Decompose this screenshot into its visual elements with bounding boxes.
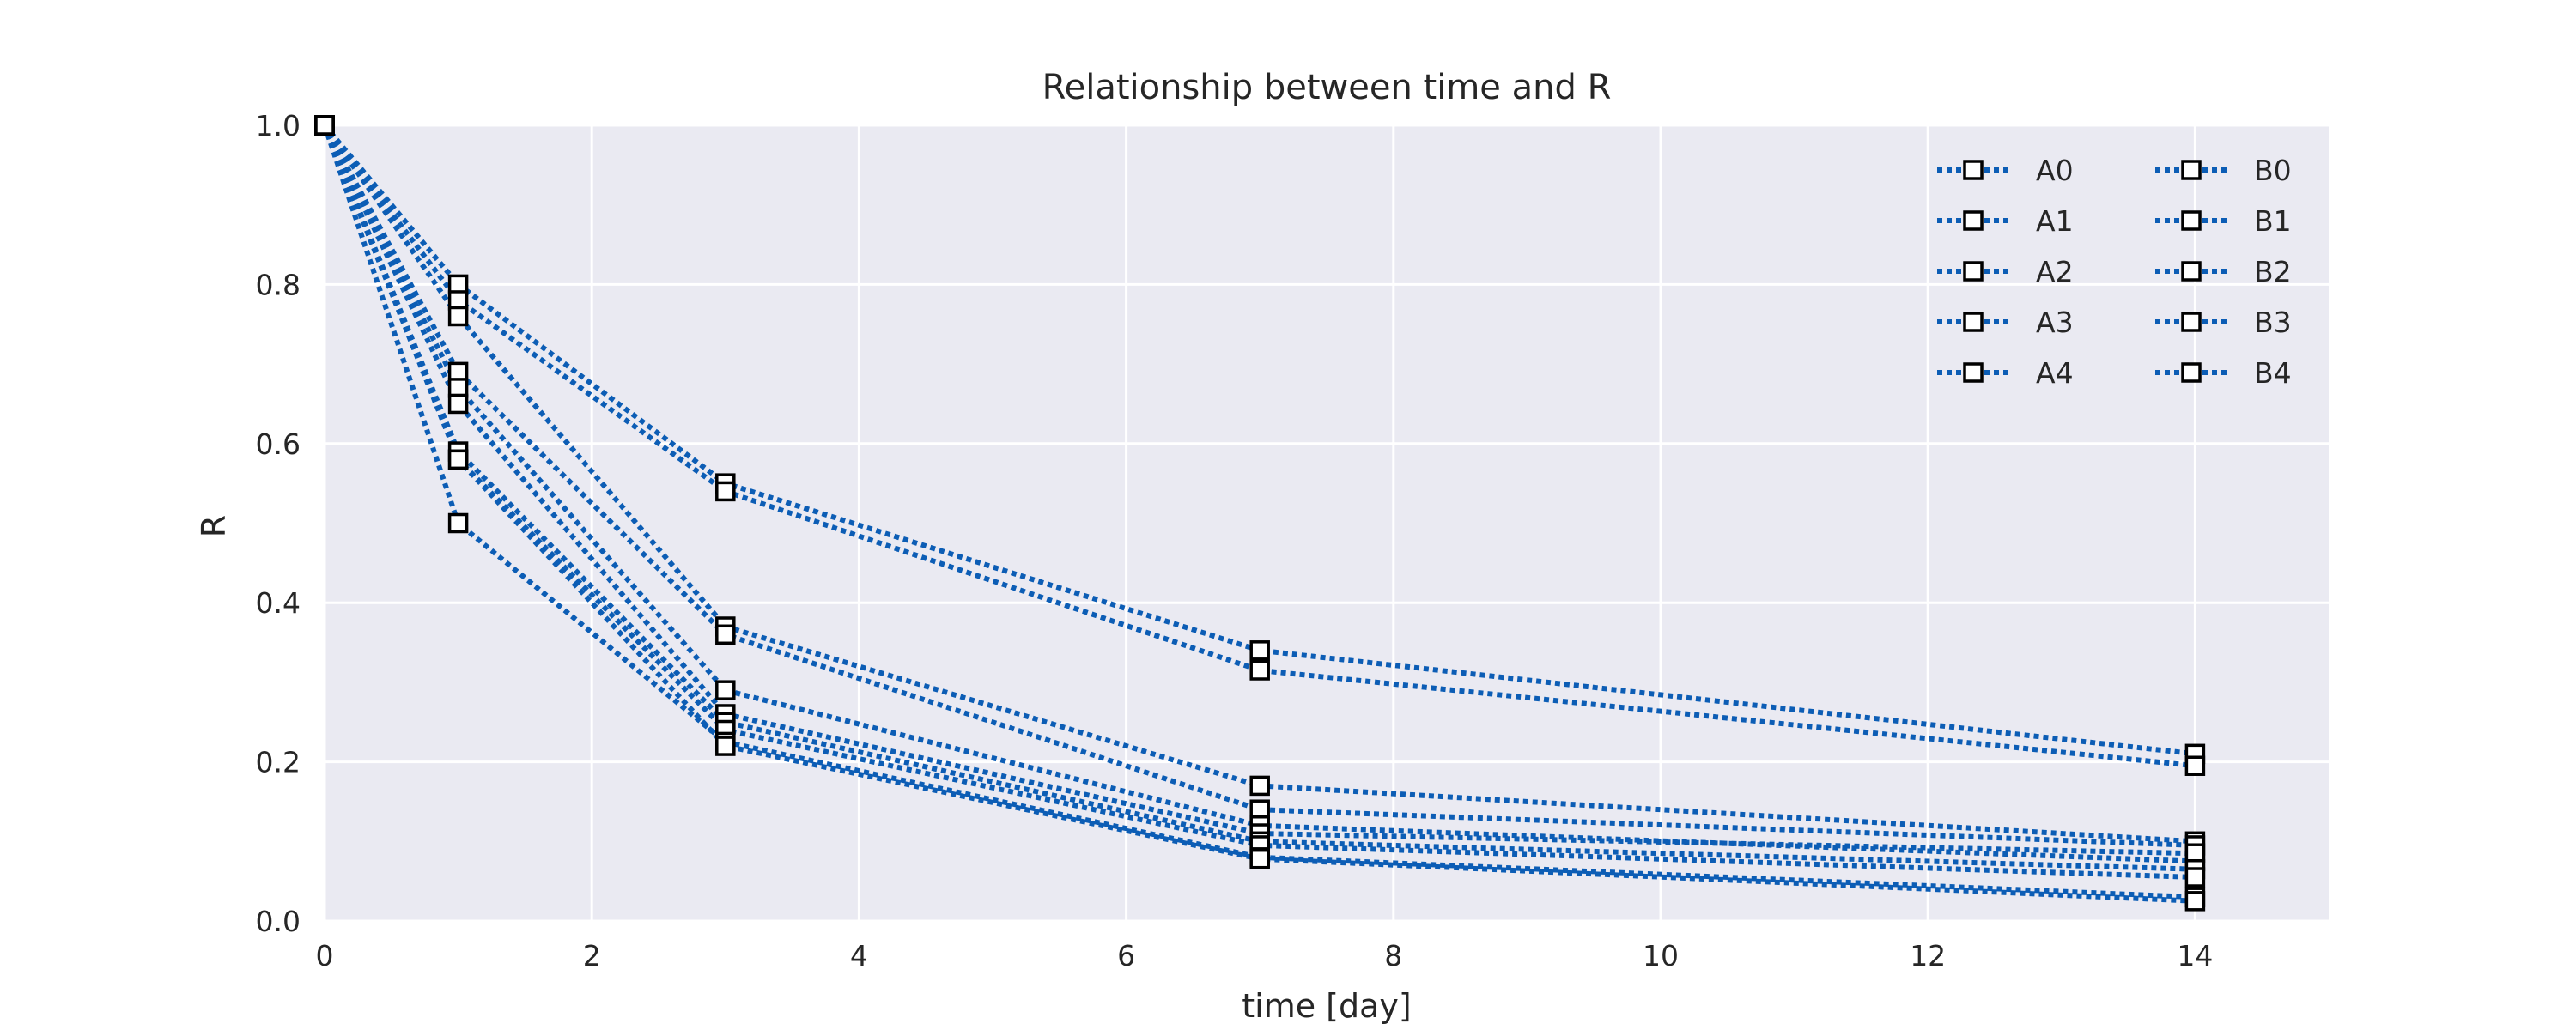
- legend-label: A4: [2036, 356, 2074, 390]
- data-point-marker: [1249, 775, 1270, 797]
- data-point-marker: [715, 624, 736, 645]
- legend-label: B4: [2254, 356, 2292, 390]
- legend-label: B2: [2254, 255, 2292, 288]
- legend-marker: [1963, 210, 1984, 231]
- x-tick-label: 14: [2177, 939, 2213, 972]
- data-point-marker: [447, 449, 469, 470]
- data-point-marker: [447, 306, 469, 327]
- legend-marker: [2181, 312, 2202, 332]
- legend-item-b2: B2: [2155, 255, 2292, 288]
- data-point-marker: [1249, 660, 1270, 681]
- x-tick-label: 8: [1384, 939, 1402, 972]
- legend-label: B3: [2254, 306, 2292, 339]
- y-axis-label: R: [195, 515, 233, 537]
- legend-item-a3: A3: [1937, 306, 2074, 339]
- legend-label: B0: [2254, 154, 2292, 187]
- legend-label: A0: [2036, 154, 2074, 187]
- legend-marker: [2181, 261, 2202, 282]
- data-point-marker: [2184, 867, 2206, 888]
- legend-label: A1: [2036, 204, 2074, 238]
- y-tick-label: 0.2: [256, 746, 301, 779]
- data-point-marker: [2184, 891, 2206, 912]
- data-point-marker: [1249, 640, 1270, 661]
- data-point-marker: [715, 680, 736, 700]
- legend-label: A3: [2036, 306, 2074, 339]
- data-point-marker: [2184, 755, 2206, 776]
- y-tick-label: 0.4: [256, 586, 301, 620]
- y-tick-label: 1.0: [256, 109, 301, 142]
- series-line-b4: [322, 124, 2196, 904]
- legend-marker: [2181, 362, 2202, 383]
- legend-item-a4: A4: [1937, 356, 2074, 390]
- legend-label: B1: [2254, 204, 2292, 238]
- data-point-marker: [447, 393, 469, 415]
- y-tick-label: 0.8: [256, 268, 301, 301]
- legend-marker: [1963, 362, 1984, 383]
- x-tick-label: 10: [1643, 939, 1679, 972]
- legend-marker: [2181, 210, 2202, 231]
- series-markers: [314, 115, 2206, 912]
- data-point-marker: [715, 736, 736, 756]
- x-tick-label: 4: [850, 939, 868, 972]
- legend-marker: [1963, 312, 1984, 332]
- legend-item-b0: B0: [2155, 154, 2292, 187]
- legend-item-a1: A1: [1937, 204, 2074, 238]
- legend-item-b1: B1: [2155, 204, 2292, 238]
- x-tick-label: 0: [316, 939, 334, 972]
- x-axis-label: time [day]: [1242, 987, 1411, 1025]
- legend-item-a2: A2: [1937, 255, 2074, 288]
- data-point-marker: [314, 115, 335, 136]
- legend: A0 A1 A2 A3 A4 B0 B1 B2 B3 B4: [1937, 154, 2292, 390]
- y-tick-label: 0.0: [256, 905, 301, 938]
- legend-item-a0: A0: [1937, 154, 2074, 187]
- legend-marker: [1963, 160, 1984, 180]
- legend-marker: [2181, 160, 2202, 180]
- legend-item-b4: B4: [2155, 356, 2292, 390]
- legend-marker: [1963, 261, 1984, 282]
- x-tick-label: 6: [1117, 939, 1135, 972]
- series-line-a4: [322, 124, 2196, 864]
- x-tick-label: 12: [1910, 939, 1946, 972]
- data-point-marker: [715, 481, 736, 502]
- legend-label: A2: [2036, 255, 2074, 288]
- legend-item-b3: B3: [2155, 306, 2292, 339]
- chart-title: Relationship between time and R: [1042, 68, 1612, 107]
- plot-area: [325, 125, 2329, 921]
- data-point-marker: [1249, 848, 1270, 869]
- data-point-marker: [447, 512, 469, 534]
- y-tick-label: 0.6: [256, 427, 301, 461]
- x-tick-label: 2: [583, 939, 601, 972]
